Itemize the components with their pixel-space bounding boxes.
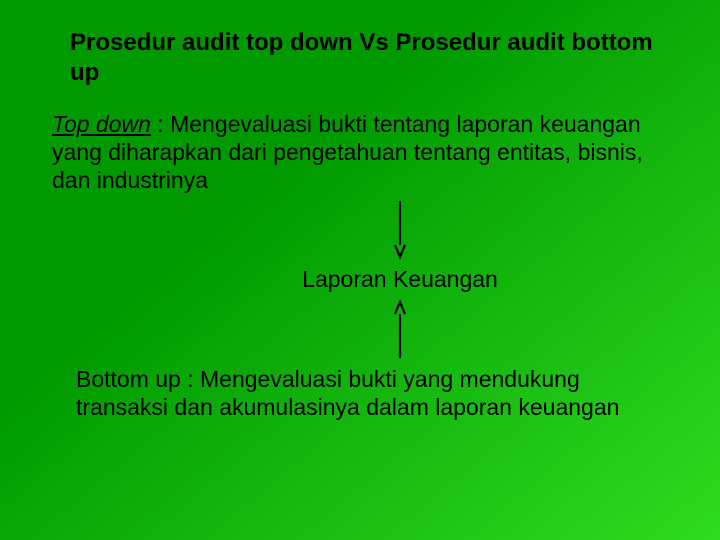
center-block: Laporan Keuangan (130, 198, 670, 361)
bottomup-paragraph: Bottom up : Mengevaluasi bukti yang mend… (76, 365, 670, 421)
topdown-label: Top down (52, 111, 151, 137)
center-label: Laporan Keuangan (302, 266, 498, 293)
arrow-down-icon (390, 198, 410, 260)
slide-content: Prosedur audit top down Vs Prosedur audi… (0, 0, 720, 421)
arrow-up-icon (390, 299, 410, 361)
slide: Prosedur audit top down Vs Prosedur audi… (0, 0, 720, 540)
arrow-down-wrap (390, 198, 410, 260)
slide-title: Prosedur audit top down Vs Prosedur audi… (70, 28, 670, 88)
arrow-up-wrap (390, 299, 410, 361)
topdown-paragraph: Top down : Mengevaluasi bukti tentang la… (52, 110, 670, 194)
